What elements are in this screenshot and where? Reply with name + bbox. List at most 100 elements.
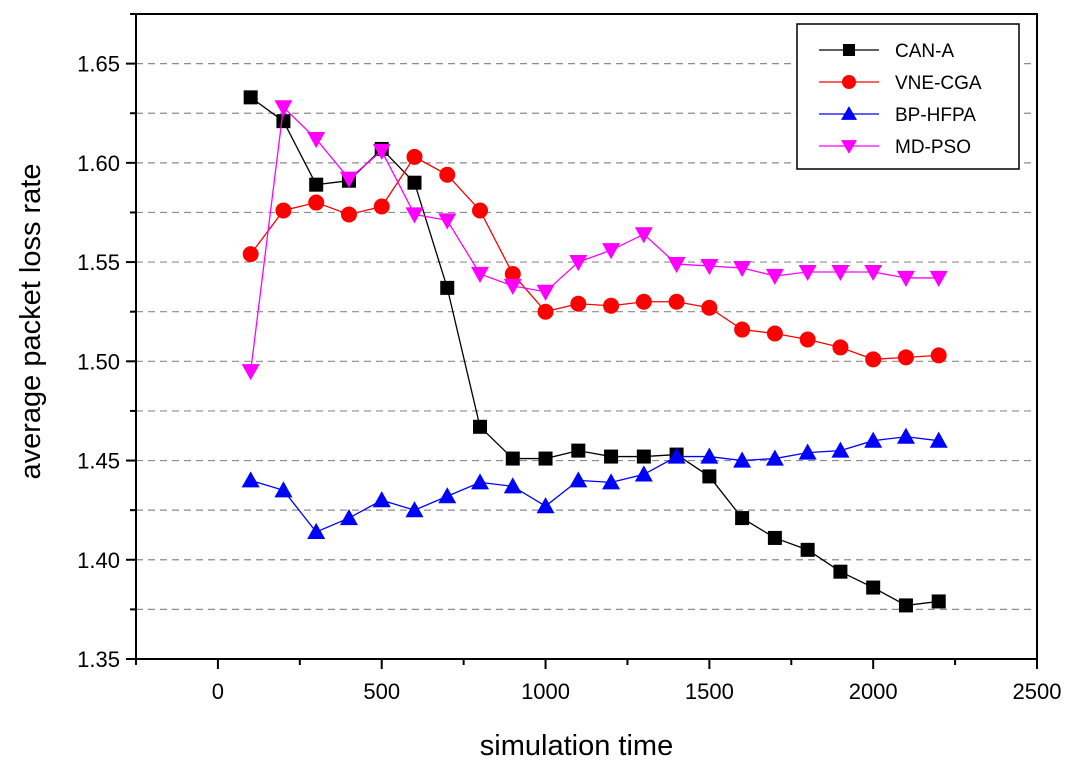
data-point-vne-cga xyxy=(930,347,947,364)
data-point-md-pso xyxy=(896,270,915,288)
series-line-bp-hfpa xyxy=(250,436,939,533)
data-point-can-a xyxy=(604,449,619,464)
data-point-vne-cga xyxy=(897,349,914,366)
data-point-vne-cga xyxy=(635,293,652,310)
data-point-md-pso xyxy=(667,257,686,274)
data-point-vne-cga xyxy=(865,351,882,368)
data-point-bp-hfpa xyxy=(667,447,686,464)
data-point-vne-cga xyxy=(734,321,751,338)
data-point-bp-hfpa xyxy=(896,427,915,444)
data-point-vne-cga xyxy=(406,148,423,165)
data-point-md-pso xyxy=(929,270,948,288)
x-tick-label: 2500 xyxy=(1013,679,1062,704)
data-point-md-pso xyxy=(864,264,883,282)
series-bp-hfpa xyxy=(241,427,948,540)
legend: CAN-A VNE-CGA BP-HFPA MD-PSO xyxy=(796,23,1020,170)
legend-marker xyxy=(841,140,857,154)
data-point-vne-cga xyxy=(832,339,849,356)
y-tick-label: 1.35 xyxy=(77,647,120,672)
data-point-vne-cga xyxy=(308,194,325,211)
data-point-can-a xyxy=(898,598,913,613)
data-point-bp-hfpa xyxy=(339,509,358,526)
data-point-vne-cga xyxy=(373,198,390,215)
data-point-bp-hfpa xyxy=(274,481,293,498)
data-point-md-pso xyxy=(438,213,457,230)
data-point-vne-cga xyxy=(439,166,456,183)
data-point-md-pso xyxy=(700,258,719,276)
data-point-vne-cga xyxy=(275,202,292,219)
data-point-md-pso xyxy=(503,278,522,295)
data-point-md-pso xyxy=(471,266,490,284)
y-tick-label: 1.40 xyxy=(77,548,120,573)
data-point-can-a xyxy=(505,451,520,466)
data-point-md-pso xyxy=(307,131,326,149)
data-point-can-a xyxy=(931,594,946,609)
data-point-can-a xyxy=(276,114,291,129)
data-point-vne-cga xyxy=(242,246,259,263)
legend-marker xyxy=(841,106,857,120)
legend-item-can-a: CAN-A xyxy=(819,41,954,62)
legend-label: MD-PSO xyxy=(895,137,971,158)
data-point-can-a xyxy=(735,511,750,526)
y-tick-label: 1.45 xyxy=(77,449,120,474)
series-line-md-pso xyxy=(250,105,939,372)
data-point-can-a xyxy=(702,469,717,484)
legend-label: VNE-CGA xyxy=(895,73,982,94)
data-point-bp-hfpa xyxy=(536,497,555,514)
data-point-bp-hfpa xyxy=(471,473,490,490)
series-group xyxy=(241,90,948,613)
data-point-md-pso xyxy=(241,364,260,381)
data-point-md-pso xyxy=(536,284,555,301)
data-point-bp-hfpa xyxy=(831,441,850,458)
data-point-bp-hfpa xyxy=(700,447,719,464)
data-point-can-a xyxy=(800,542,815,557)
series-md-pso xyxy=(241,100,948,381)
data-point-bp-hfpa xyxy=(241,471,260,488)
data-point-vne-cga xyxy=(668,293,685,310)
legend-box xyxy=(796,23,1020,170)
data-point-can-a xyxy=(440,280,455,295)
series-vne-cga xyxy=(242,148,947,368)
data-point-md-pso xyxy=(274,100,293,117)
data-point-vne-cga xyxy=(701,299,718,316)
data-point-vne-cga xyxy=(537,303,554,320)
data-point-can-a xyxy=(833,564,848,579)
legend-marker xyxy=(843,44,855,56)
y-axis-title: average packet loss rate xyxy=(15,164,47,480)
x-tick-label: 0 xyxy=(212,679,224,704)
data-point-bp-hfpa xyxy=(765,449,784,466)
x-tick-label: 1000 xyxy=(521,679,570,704)
x-tick-label: 500 xyxy=(363,679,400,704)
data-point-can-a xyxy=(571,443,586,458)
data-point-md-pso xyxy=(569,255,588,272)
data-point-bp-hfpa xyxy=(634,465,653,482)
data-point-can-a xyxy=(243,90,258,105)
data-point-vne-cga xyxy=(472,202,489,219)
data-point-bp-hfpa xyxy=(307,522,326,540)
data-point-bp-hfpa xyxy=(503,477,522,494)
legend-item-md-pso: MD-PSO xyxy=(819,137,971,158)
data-point-bp-hfpa xyxy=(798,443,817,460)
data-point-bp-hfpa xyxy=(569,471,588,488)
data-point-bp-hfpa xyxy=(438,487,457,504)
data-point-bp-hfpa xyxy=(602,473,621,490)
data-point-md-pso xyxy=(634,227,653,244)
data-point-vne-cga xyxy=(570,295,587,312)
data-point-md-pso xyxy=(372,143,391,160)
y-tick-label: 1.50 xyxy=(77,349,120,374)
data-point-vne-cga xyxy=(603,297,620,314)
x-axis-title: simulation time xyxy=(480,730,673,762)
data-point-bp-hfpa xyxy=(864,431,883,448)
data-point-can-a xyxy=(636,449,651,464)
data-point-md-pso xyxy=(831,264,850,282)
data-point-md-pso xyxy=(765,268,784,286)
data-point-can-a xyxy=(866,580,881,595)
y-tick-label: 1.55 xyxy=(77,250,120,275)
legend-label: BP-HFPA xyxy=(895,105,976,126)
data-point-bp-hfpa xyxy=(405,501,424,518)
axes: 0 500 1000 1500 2000 2500 1.35 1.40 1.45 1.50 1.55… xyxy=(77,13,1062,704)
data-point-bp-hfpa xyxy=(929,431,948,448)
legend-label: CAN-A xyxy=(895,41,954,62)
